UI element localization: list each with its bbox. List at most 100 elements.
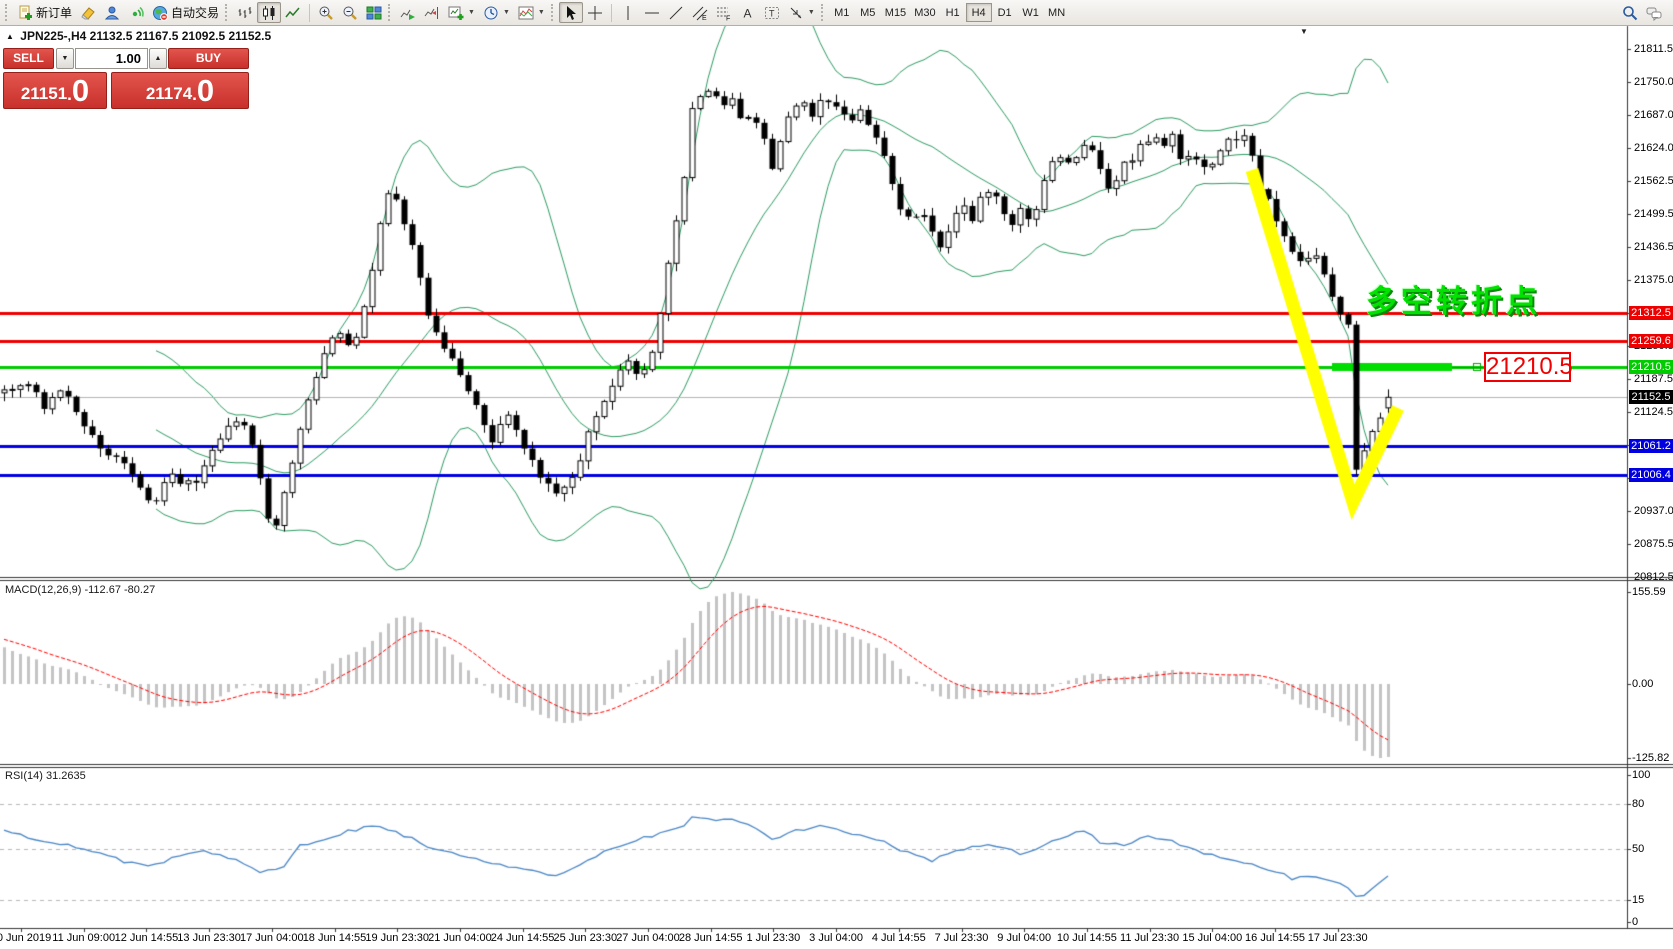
text-icon: A bbox=[743, 6, 751, 20]
time-tick-label: 19 Jun 23:30 bbox=[365, 932, 429, 944]
time-tick-label: 13 Jun 23:30 bbox=[177, 932, 241, 944]
rsi-axis-label: 100 bbox=[1632, 769, 1651, 781]
new-order-icon bbox=[19, 5, 32, 20]
price-tick-label: 20875.5 bbox=[1634, 537, 1673, 550]
sell-price-fraction: 0 bbox=[71, 73, 90, 108]
macd-axis-label: 0.00 bbox=[1632, 678, 1654, 690]
volume-increase-button[interactable]: ▲ bbox=[149, 48, 167, 69]
price-level-box: 21259.6 bbox=[1629, 333, 1673, 348]
time-tick-label: 10 Jul 14:55 bbox=[1056, 932, 1117, 944]
time-tick-label: 17 Jun 04:00 bbox=[239, 932, 304, 944]
timeframe-mn[interactable]: MN bbox=[1048, 7, 1066, 19]
profiles-button[interactable] bbox=[100, 2, 124, 23]
time-tick-label: 17 Jul 23:30 bbox=[1307, 932, 1368, 944]
vertical-line-tool[interactable] bbox=[616, 2, 640, 23]
signals-button[interactable] bbox=[124, 2, 148, 23]
rsi-axis-label: 15 bbox=[1632, 893, 1645, 906]
sell-button[interactable]: SELL bbox=[3, 48, 54, 69]
buy-price-button[interactable]: 21174. 0 bbox=[111, 72, 249, 109]
time-tick-label: 11 Jul 23:30 bbox=[1120, 932, 1180, 944]
equidistant-channel-icon: E bbox=[692, 6, 708, 21]
candle-chart-icon bbox=[263, 5, 275, 20]
toolbar-grip bbox=[5, 4, 9, 21]
timeframe-group: M1 M5 M15 M30 H1 H4 D1 W1 MN bbox=[829, 3, 1070, 22]
volume-decrease-button[interactable]: ▼ bbox=[56, 48, 74, 69]
sell-price-main: 21151 bbox=[20, 84, 68, 103]
timeframe-m15[interactable]: M15 bbox=[884, 7, 907, 19]
eraser-icon bbox=[81, 6, 95, 20]
svg-text:E: E bbox=[702, 15, 707, 21]
timeframe-h4[interactable]: H4 bbox=[965, 3, 992, 22]
buy-button[interactable]: BUY bbox=[168, 48, 249, 69]
price-tick-label: 20937.0 bbox=[1634, 505, 1673, 518]
time-tick-label: 10 Jun 2019 bbox=[0, 932, 52, 944]
one-click-trading-panel: SELL ▼ 1.00 ▲ BUY 21151. 0 21174. 0 bbox=[3, 48, 249, 109]
chat-icon[interactable] bbox=[1646, 5, 1662, 21]
price-tick-label: 21499.5 bbox=[1634, 207, 1673, 220]
candle-chart-button[interactable] bbox=[257, 2, 282, 23]
timeframe-m5[interactable]: M5 bbox=[860, 7, 876, 19]
chart-shift-button[interactable] bbox=[420, 2, 444, 23]
chart-ohlc-values: 21132.5 21167.5 21092.5 21152.5 bbox=[89, 29, 272, 43]
price-tag-annotation: 21210.5 bbox=[1484, 352, 1573, 382]
buy-price-main: 21174 bbox=[145, 84, 193, 103]
time-tick-label: 25 Jun 23:30 bbox=[553, 932, 618, 944]
text-label-tool[interactable]: T bbox=[760, 2, 784, 23]
timeframe-h1[interactable]: H1 bbox=[945, 7, 960, 19]
chevron-down-icon: ▼ bbox=[468, 9, 475, 16]
period-dropdown[interactable]: ▼ bbox=[479, 2, 514, 23]
new-order-button[interactable]: 新订单 bbox=[13, 2, 76, 23]
price-tick-label: 21436.5 bbox=[1634, 241, 1673, 254]
price-level-box: 21152.5 bbox=[1629, 390, 1673, 405]
macd-axis-label: 155.59 bbox=[1632, 586, 1666, 598]
time-tick-label: 11 Jun 09:00 bbox=[52, 932, 116, 944]
price-level-box: 21210.5 bbox=[1629, 359, 1673, 374]
svg-text:F: F bbox=[726, 15, 730, 21]
auto-scroll-button[interactable] bbox=[396, 2, 420, 23]
chevron-down-icon: ▼ bbox=[502, 9, 510, 16]
text-tool[interactable]: A bbox=[736, 2, 760, 23]
timeframe-d1[interactable]: D1 bbox=[997, 7, 1012, 19]
cursor-tool-button[interactable] bbox=[558, 2, 583, 23]
time-tick-label: 9 Jul 04:00 bbox=[997, 932, 1052, 944]
time-tick-label: 15 Jul 04:00 bbox=[1182, 932, 1243, 944]
sell-price-button[interactable]: 21151. 0 bbox=[3, 72, 107, 109]
bar-chart-icon bbox=[238, 6, 252, 18]
toolbar-grip bbox=[820, 4, 825, 21]
expand-triangle-icon[interactable]: ▼ bbox=[1300, 27, 1308, 36]
clock-icon bbox=[484, 6, 498, 19]
volume-input[interactable]: 1.00 bbox=[75, 48, 148, 69]
signal-icon bbox=[132, 6, 144, 17]
auto-trading-button[interactable]: 自动交易 bbox=[148, 2, 223, 23]
time-tick-label: 27 Jun 04:00 bbox=[616, 932, 680, 944]
indicators-dropdown[interactable]: ▼ bbox=[514, 2, 549, 23]
zoom-in-button[interactable] bbox=[314, 2, 338, 23]
timeframe-m30[interactable]: M30 bbox=[914, 7, 936, 19]
price-tick-label: 21750.0 bbox=[1634, 75, 1673, 88]
new-chart-dropdown[interactable]: ▼ bbox=[444, 2, 479, 23]
line-chart-button[interactable] bbox=[281, 2, 305, 23]
bar-chart-button[interactable] bbox=[233, 2, 257, 23]
tile-windows-icon bbox=[366, 6, 382, 19]
toolbar-separator bbox=[309, 3, 311, 22]
collapse-triangle-icon[interactable]: ▲ bbox=[6, 32, 14, 41]
arrows-dropdown[interactable]: ▼ bbox=[784, 2, 819, 23]
horizontal-line-tool[interactable] bbox=[640, 2, 664, 23]
profile-icon bbox=[104, 6, 120, 19]
tile-windows-button[interactable] bbox=[362, 2, 386, 23]
trendline-tool[interactable] bbox=[664, 2, 688, 23]
fibonacci-tool[interactable]: F bbox=[712, 2, 736, 23]
vertical-line-icon bbox=[627, 5, 629, 20]
timeframe-w1[interactable]: W1 bbox=[1022, 7, 1039, 19]
crosshair-tool-button[interactable] bbox=[583, 2, 607, 23]
price-tick-label: 21811.5 bbox=[1634, 43, 1673, 55]
search-icon[interactable] bbox=[1622, 5, 1638, 21]
zoom-out-button[interactable] bbox=[338, 2, 362, 23]
market-watch-button[interactable] bbox=[76, 2, 100, 23]
price-tick-label: 20812.5 bbox=[1634, 571, 1673, 583]
arrows-icon bbox=[790, 7, 802, 18]
channel-tool[interactable]: E bbox=[688, 2, 712, 23]
timeframe-m1[interactable]: M1 bbox=[834, 7, 850, 19]
